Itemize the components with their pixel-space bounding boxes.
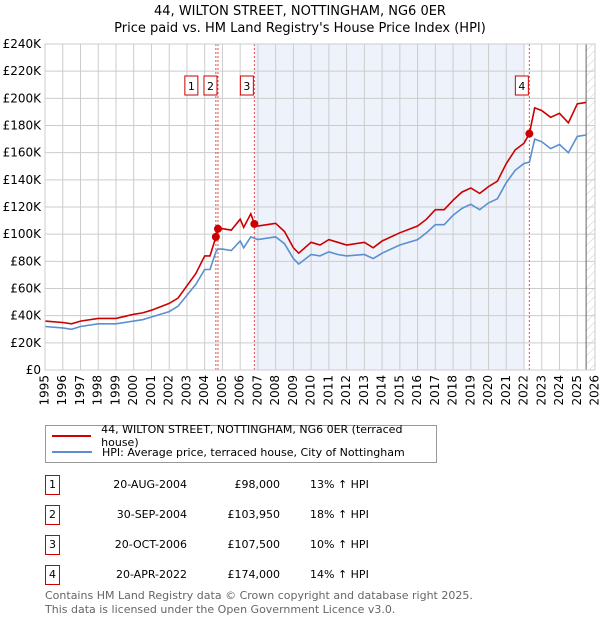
y-tick-label: £200K xyxy=(3,91,43,105)
transaction-row: 3 20-OCT-2006 £107,500 10% ↑ HPI xyxy=(45,535,465,555)
sale-box-label: 3 xyxy=(243,80,250,93)
x-tick-label: 2001 xyxy=(144,375,158,406)
sale-marker-2 xyxy=(213,224,222,233)
x-tick-label: 2003 xyxy=(179,375,193,406)
x-tick-label: 2002 xyxy=(162,375,176,406)
chart-subtitle: Price paid vs. HM Land Registry's House … xyxy=(114,21,486,36)
sale-box xyxy=(184,75,199,96)
y-tick-label: £100K xyxy=(3,227,43,241)
sale-label-box-2: 2 xyxy=(203,75,218,96)
transaction-price: £103,950 xyxy=(227,508,281,521)
sale-box xyxy=(203,75,218,96)
sale-box-label: 2 xyxy=(207,80,214,93)
transaction-price: £107,500 xyxy=(227,538,281,551)
x-tick-label: 2015 xyxy=(392,375,406,406)
transaction-date: 20-AUG-2004 xyxy=(113,478,187,491)
price-chart: 1995 1996 1997 1998 1999 2000 2001 2002 2003 2004… xyxy=(3,37,600,406)
transaction-date: 30-SEP-2004 xyxy=(116,508,187,521)
x-tick-label: 2022 xyxy=(517,375,531,406)
sale-label-box-1: 1 xyxy=(184,75,199,96)
x-tick-label: 2004 xyxy=(197,375,211,406)
transaction-date: 20-APR-2022 xyxy=(115,568,187,581)
x-tick-label: 2020 xyxy=(481,375,495,406)
y-tick-label: £60K xyxy=(10,282,42,296)
hpi-line xyxy=(44,134,587,331)
chart-title: 44, WILTON STREET, NOTTINGHAM, NG6 0ER xyxy=(154,4,446,19)
x-tick-label: 1995 xyxy=(38,375,52,406)
sale-marker-3 xyxy=(250,219,259,228)
legend: 44, WILTON STREET, NOTTINGHAM, NG6 0ER (… xyxy=(45,423,437,463)
transaction-row: 2 30-SEP-2004 £103,950 18% ↑ HPI xyxy=(45,505,465,525)
x-tick-label: 2019 xyxy=(463,375,477,406)
x-tick-label: 2017 xyxy=(428,375,442,406)
y-tick-label: £220K xyxy=(3,64,43,78)
sale-box xyxy=(239,75,254,96)
transaction-price: £98,000 xyxy=(234,478,281,491)
x-tick-label: 2026 xyxy=(588,375,600,406)
x-tick-label: 2010 xyxy=(304,375,318,406)
y-tick-label: £240K xyxy=(3,37,43,51)
transaction-date: 20-OCT-2006 xyxy=(114,538,187,551)
sale-box-label: 1 xyxy=(188,80,195,93)
sale-box xyxy=(514,75,529,96)
x-tick-label: 1998 xyxy=(91,375,105,406)
legend-line-property xyxy=(52,435,92,437)
transaction-hpi: 10% ↑ HPI xyxy=(310,538,369,551)
x-tick-label: 1997 xyxy=(73,375,87,406)
legend-label: 44, WILTON STREET, NOTTINGHAM, NG6 0ER (… xyxy=(101,423,403,449)
x-tick-label: 1999 xyxy=(108,375,122,406)
x-tick-label: 2013 xyxy=(357,375,371,406)
y-tick-label: £140K xyxy=(3,173,43,187)
plot-border xyxy=(44,43,596,371)
x-tick-label: 2000 xyxy=(126,375,140,406)
y-tick-label: £180K xyxy=(3,119,43,133)
sale-label-box-4: 4 xyxy=(514,75,529,96)
y-tick-label: £160K xyxy=(3,146,43,160)
x-tick-label: 2006 xyxy=(233,375,247,406)
x-tick-label: 2014 xyxy=(375,375,389,406)
x-tick-label: 2016 xyxy=(410,375,424,406)
sale-marker-4 xyxy=(525,129,534,138)
x-tick-label: 2018 xyxy=(446,375,460,406)
transaction-hpi: 13% ↑ HPI xyxy=(310,478,369,491)
sale-marker-1 xyxy=(211,232,220,241)
x-tick-label: 2023 xyxy=(534,375,548,406)
y-tick-label: £80K xyxy=(10,254,42,268)
legend-line-hpi xyxy=(52,451,92,453)
x-tick-label: 2005 xyxy=(215,375,229,406)
x-tick-label: 1996 xyxy=(55,375,69,406)
transaction-hpi: 14% ↑ HPI xyxy=(310,568,369,581)
x-tick-label: 2008 xyxy=(268,375,282,406)
y-tick-label: £20K xyxy=(10,336,42,350)
x-tick-label: 2024 xyxy=(552,375,566,406)
y-tick-label: £0 xyxy=(26,363,41,377)
legend-item-hpi: HPI: Average price, terraced house, City… xyxy=(52,444,405,460)
x-tick-label: 2007 xyxy=(250,375,264,406)
transaction-row: 1 20-AUG-2004 £98,000 13% ↑ HPI xyxy=(45,475,465,495)
property-price-line xyxy=(44,101,587,325)
x-tick-label: 2021 xyxy=(499,375,513,406)
sale-box-label: 4 xyxy=(518,80,525,93)
x-tick-label: 2012 xyxy=(339,375,353,406)
legend-label: HPI: Average price, terraced house, City… xyxy=(102,445,405,459)
transaction-price: £174,000 xyxy=(227,568,281,581)
transaction-number: 3 xyxy=(45,535,60,555)
x-tick-label: 2011 xyxy=(321,375,335,406)
transaction-number: 4 xyxy=(45,565,60,585)
transaction-number: 1 xyxy=(45,475,60,495)
y-tick-label: £120K xyxy=(3,200,43,214)
footer-licence: This data is licensed under the Open Gov… xyxy=(45,603,396,616)
sale-label-box-3: 3 xyxy=(239,75,254,96)
footer-copyright: Contains HM Land Registry data © Crown c… xyxy=(45,589,473,602)
transaction-number: 2 xyxy=(45,505,60,525)
x-tick-label: 2009 xyxy=(286,375,300,406)
legend-item-property: 44, WILTON STREET, NOTTINGHAM, NG6 0ER (… xyxy=(52,423,436,449)
y-tick-label: £40K xyxy=(10,309,42,323)
transaction-row: 4 20-APR-2022 £174,000 14% ↑ HPI xyxy=(45,565,465,585)
transaction-hpi: 18% ↑ HPI xyxy=(310,508,369,521)
x-tick-label: 2025 xyxy=(570,375,584,406)
